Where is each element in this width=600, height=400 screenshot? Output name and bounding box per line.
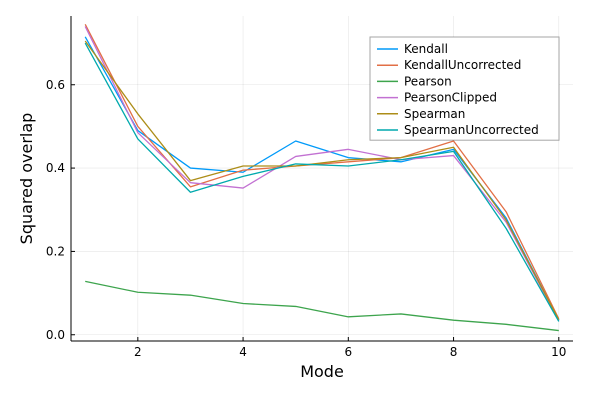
- x-tick-label: 10: [551, 345, 566, 359]
- series-line-pearson: [85, 280, 559, 332]
- legend-label: KendallUncorrected: [404, 58, 521, 72]
- legend-label: SpearmanUncorrected: [404, 123, 539, 137]
- series-line-kendalluncorrected: [84, 24, 560, 320]
- y-tick-label: 0.0: [46, 328, 65, 342]
- y-axis-title: Squared overlap: [17, 113, 36, 245]
- x-tick-label: 2: [134, 345, 142, 359]
- series-line-spearmanuncorrected: [84, 42, 560, 322]
- y-tick-label: 0.4: [46, 161, 65, 175]
- x-tick-label: 4: [239, 345, 247, 359]
- axis-ticks: 2 4 6 8 10 0.0 0.2 0.4 0.6: [46, 16, 573, 359]
- x-axis-title: Mode: [300, 362, 344, 381]
- series-line-spearman: [84, 40, 560, 321]
- legend: Kendall KendallUncorrected Pearson PearsonC…: [369, 36, 560, 141]
- series-lines: [84, 24, 560, 332]
- legend-label: PearsonClipped: [404, 91, 497, 105]
- legend-label: Pearson: [404, 74, 452, 88]
- legend-label: Spearman: [404, 107, 465, 121]
- x-tick-label: 8: [450, 345, 458, 359]
- y-tick-label: 0.2: [46, 244, 65, 258]
- legend-box: [369, 36, 560, 141]
- legend-label: Kendall: [404, 42, 448, 56]
- x-tick-label: 6: [344, 345, 352, 359]
- y-tick-label: 0.6: [46, 78, 65, 92]
